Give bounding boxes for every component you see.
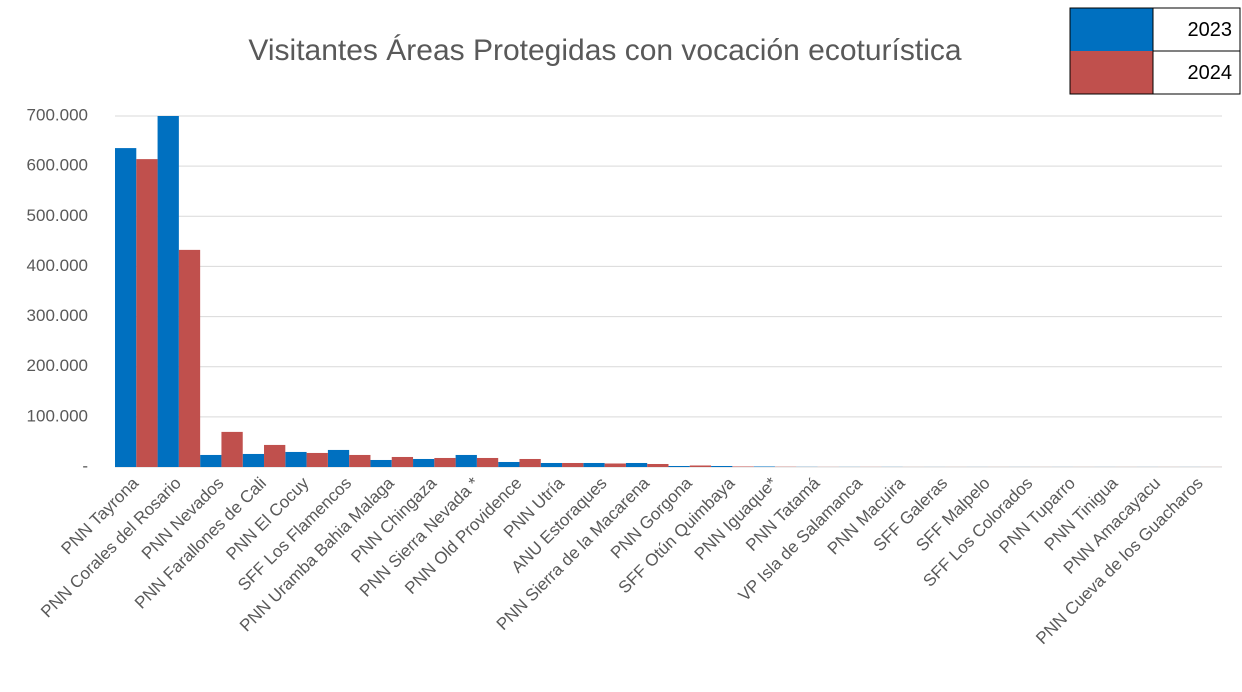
bar xyxy=(349,454,371,467)
y-tick-label: 600.000 xyxy=(27,156,88,175)
legend-border xyxy=(1069,7,1241,95)
bar xyxy=(562,462,584,467)
bar xyxy=(434,457,456,467)
chart-title: Visitantes Áreas Protegidas con vocación… xyxy=(248,34,961,67)
legend-cell xyxy=(1152,7,1241,52)
legend-label: 2024 xyxy=(1188,62,1233,84)
bar xyxy=(327,449,350,467)
bar xyxy=(711,465,733,467)
bar xyxy=(647,463,669,467)
bar xyxy=(136,159,158,467)
bar xyxy=(306,452,328,467)
bar xyxy=(519,458,541,467)
legend-swatch xyxy=(1070,51,1153,94)
bar xyxy=(178,249,201,467)
bar xyxy=(413,458,435,467)
bar xyxy=(370,459,392,467)
legend-cell xyxy=(1152,50,1241,95)
y-tick-label: - xyxy=(82,456,88,475)
bar xyxy=(264,444,286,467)
bar xyxy=(668,465,690,467)
y-tick-label: 200.000 xyxy=(27,356,88,375)
bar xyxy=(732,466,754,467)
bar xyxy=(498,461,520,467)
bar xyxy=(625,462,648,467)
y-tick-label: 700.000 xyxy=(27,105,88,124)
bar xyxy=(689,465,712,467)
bar xyxy=(455,454,477,467)
legend-swatch xyxy=(1070,8,1153,51)
y-tick-label: 100.000 xyxy=(27,406,88,425)
bar xyxy=(285,451,307,467)
bar xyxy=(604,463,626,467)
legend-label: 2023 xyxy=(1188,19,1233,41)
bar xyxy=(753,466,775,467)
bar xyxy=(583,462,605,467)
y-tick-label: 500.000 xyxy=(27,206,88,225)
bar xyxy=(476,457,499,467)
bar xyxy=(221,431,243,467)
bar xyxy=(115,148,137,467)
bar xyxy=(242,453,265,467)
bar xyxy=(391,456,414,467)
y-tick-label: 300.000 xyxy=(27,306,88,325)
bar xyxy=(540,462,563,467)
bar xyxy=(200,454,222,467)
bar xyxy=(157,116,179,467)
y-tick-label: 400.000 xyxy=(27,256,88,275)
